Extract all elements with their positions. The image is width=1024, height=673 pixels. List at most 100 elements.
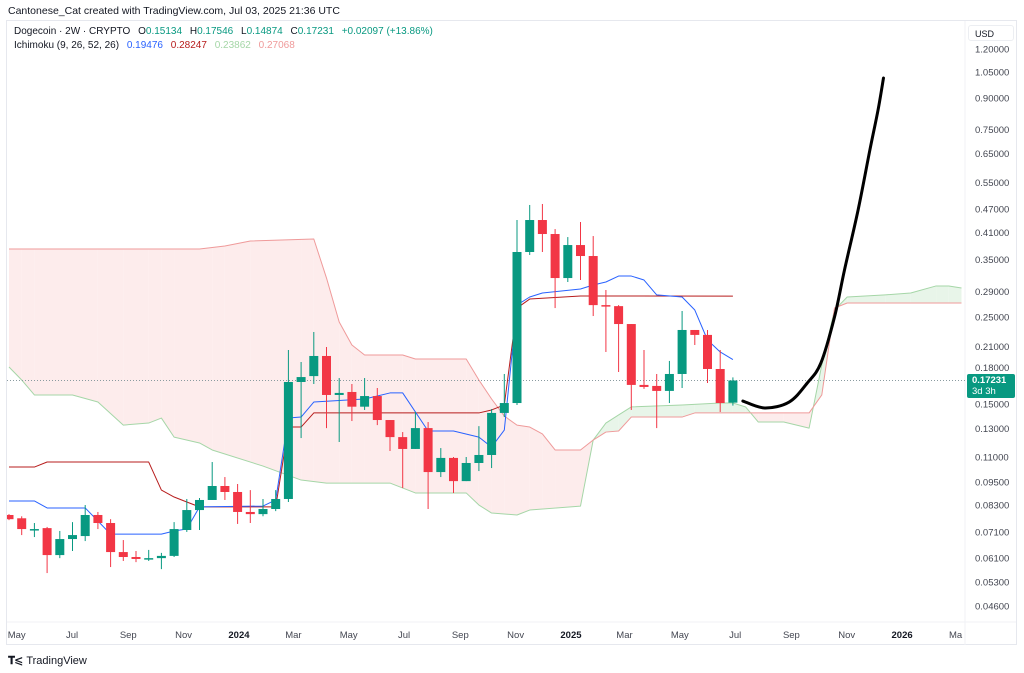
candle-down[interactable] <box>372 387 382 426</box>
candle-up[interactable] <box>169 522 179 558</box>
candle-up[interactable] <box>29 523 39 538</box>
candle-up[interactable] <box>360 378 370 410</box>
price-tick-label: 0.08300 <box>975 501 1009 512</box>
candle-up[interactable] <box>207 462 217 500</box>
candle-up[interactable] <box>271 490 281 512</box>
candle-down[interactable] <box>601 289 611 352</box>
price-tick-label: 0.29000 <box>975 287 1009 298</box>
candle-body <box>677 329 687 374</box>
candle-body <box>245 511 255 515</box>
candle-up[interactable] <box>487 409 497 469</box>
candle-body <box>652 385 662 391</box>
candle-down[interactable] <box>715 349 725 412</box>
candle-down[interactable] <box>639 349 649 389</box>
candle-down[interactable] <box>347 384 357 422</box>
candle-down[interactable] <box>220 477 230 500</box>
candle-up[interactable] <box>664 360 674 404</box>
cloud-segment-bullish <box>605 414 619 433</box>
low-value: 0.14874 <box>246 26 283 37</box>
candle-down[interactable] <box>690 329 700 345</box>
candle-up[interactable] <box>474 426 484 472</box>
candle-down[interactable] <box>385 420 395 452</box>
candle-down[interactable] <box>588 236 598 317</box>
time-tick-label: May <box>671 630 689 641</box>
plot-area[interactable] <box>5 76 966 574</box>
candle-body <box>29 529 39 531</box>
time-tick-label: May <box>340 630 358 641</box>
candle-down[interactable] <box>42 526 52 574</box>
candle-down[interactable] <box>614 305 624 372</box>
candle-up[interactable] <box>182 498 192 532</box>
candle-up[interactable] <box>296 362 306 439</box>
candle-down[interactable] <box>131 550 141 563</box>
time-tick-label: Jul <box>398 630 410 641</box>
candle-down[interactable] <box>449 456 458 493</box>
candle-down[interactable] <box>626 324 636 410</box>
price-tick-label: 0.07100 <box>975 527 1009 538</box>
candle-up[interactable] <box>258 498 268 517</box>
price-tick-label: 0.90000 <box>975 94 1009 105</box>
chart-credit: Cantonese_Cat created with TradingView.c… <box>8 5 340 17</box>
candle-down[interactable] <box>423 422 433 509</box>
symbol-legend: Dogecoin · 2W · CRYPTO O0.15134 H0.17546… <box>14 26 433 38</box>
candle-up[interactable] <box>525 204 535 255</box>
candle-up[interactable] <box>677 311 687 388</box>
candle-up[interactable] <box>334 378 344 442</box>
candle-down[interactable] <box>537 203 547 253</box>
candle-up[interactable] <box>144 549 154 561</box>
price-tick-label: 0.06100 <box>975 553 1009 564</box>
candle-body <box>372 396 382 421</box>
candle-body <box>703 334 712 369</box>
candle-up[interactable] <box>55 530 65 559</box>
candle-body <box>296 377 306 382</box>
cloud-segment-bullish <box>618 406 632 431</box>
candle-down[interactable] <box>322 347 331 429</box>
candle-down[interactable] <box>398 432 408 489</box>
candle-down[interactable] <box>5 514 14 521</box>
candle-body <box>537 220 547 235</box>
candle-down[interactable] <box>576 222 585 281</box>
candle-down[interactable] <box>17 516 27 536</box>
currency-label[interactable]: USD <box>968 25 1014 41</box>
candle-up[interactable] <box>156 552 166 570</box>
price-tick-label: 0.09500 <box>975 478 1009 489</box>
candle-down[interactable] <box>550 229 560 309</box>
cloud-segment-bearish <box>263 239 302 481</box>
close-value: 0.17231 <box>297 26 334 37</box>
candle-up[interactable] <box>80 505 90 542</box>
candle-down[interactable] <box>652 373 662 429</box>
time-tick-label: Jul <box>729 630 741 641</box>
annotation-curve-drawing[interactable] <box>741 76 885 410</box>
span-a-value: 0.23862 <box>214 40 251 51</box>
candle-down[interactable] <box>233 483 243 524</box>
high-label: H <box>189 26 198 37</box>
candle-up[interactable] <box>436 448 446 478</box>
candle-body <box>334 392 344 395</box>
candle-up[interactable] <box>563 237 573 283</box>
candle-up[interactable] <box>283 349 293 502</box>
candle-down[interactable] <box>703 329 712 383</box>
candle-up[interactable] <box>512 220 522 405</box>
candle-down[interactable] <box>245 490 255 524</box>
candle-body <box>512 252 522 404</box>
time-tick-label: Mar <box>285 630 301 641</box>
candle-up[interactable] <box>195 497 204 531</box>
indicator-name[interactable]: Ichimoku (9, 26, 52, 26) <box>14 40 120 51</box>
symbol-name[interactable]: Dogecoin · 2W · CRYPTO <box>14 26 131 37</box>
tradingview-branding[interactable]: 𝐓⩽ TradingView <box>8 654 87 668</box>
candle-down[interactable] <box>106 519 116 568</box>
candle-up[interactable] <box>728 377 738 406</box>
candle-up[interactable] <box>499 373 509 418</box>
candle-up[interactable] <box>309 331 319 385</box>
candle-up[interactable] <box>410 411 420 449</box>
candle-body <box>449 457 458 482</box>
cloud-segment-bullish <box>885 292 911 304</box>
cloud-segment-bearish <box>517 425 530 515</box>
candle-body <box>156 555 166 559</box>
candle-up[interactable] <box>68 522 77 551</box>
candle-down[interactable] <box>93 511 103 530</box>
candle-body <box>42 528 52 556</box>
candle-down[interactable] <box>118 540 128 561</box>
candle-up[interactable] <box>461 456 471 482</box>
